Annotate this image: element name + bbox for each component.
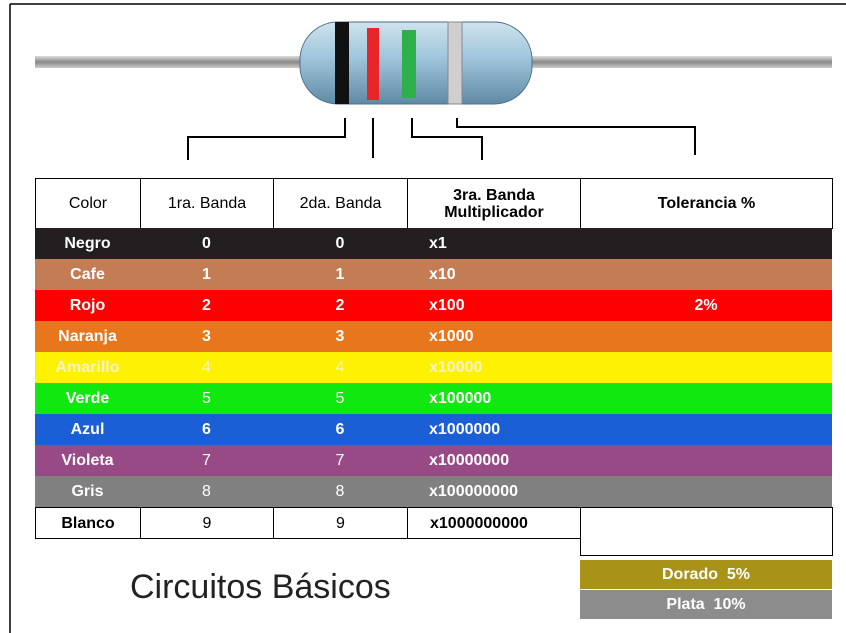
color-name: Rojo xyxy=(35,290,140,321)
multiplier: x1 xyxy=(407,228,580,259)
band-digit: 8 xyxy=(273,476,407,507)
color-name: Naranja xyxy=(35,321,140,352)
color-name: Blanco xyxy=(35,507,141,539)
band-digit: 3 xyxy=(140,321,273,352)
header-cell: 1ra. Banda xyxy=(140,178,274,229)
extra-tolerance: Dorado 5% xyxy=(580,560,832,589)
band-digit: 9 xyxy=(140,507,274,539)
multiplier: x1000000000 xyxy=(407,507,581,539)
band xyxy=(367,28,379,100)
band-digit: 5 xyxy=(140,383,273,414)
band-digit: 6 xyxy=(273,414,407,445)
band-digit: 5 xyxy=(273,383,407,414)
connector-lines xyxy=(187,118,696,160)
tolerance xyxy=(580,352,832,383)
multiplier: x1000000 xyxy=(407,414,580,445)
tolerance xyxy=(580,414,832,445)
band-digit: 2 xyxy=(273,290,407,321)
band-digit: 8 xyxy=(140,476,273,507)
tolerance: 2% xyxy=(580,290,832,321)
header-cell: Color xyxy=(35,178,141,229)
color-name: Amarillo xyxy=(35,352,140,383)
band-digit: 0 xyxy=(273,228,407,259)
header-cell: Tolerancia % xyxy=(580,178,833,229)
band xyxy=(447,21,463,105)
extra-tolerance: Plata 10% xyxy=(580,590,832,619)
multiplier: x100000000 xyxy=(407,476,580,507)
band-digit: 1 xyxy=(273,259,407,290)
color-name: Verde xyxy=(35,383,140,414)
tolerance xyxy=(580,476,832,507)
band-digit: 1 xyxy=(140,259,273,290)
band-digit: 2 xyxy=(140,290,273,321)
multiplier: x10000000 xyxy=(407,445,580,476)
tolerance xyxy=(580,507,833,556)
color-name: Negro xyxy=(35,228,140,259)
band xyxy=(402,30,416,98)
band-digit: 4 xyxy=(273,352,407,383)
band-digit: 0 xyxy=(140,228,273,259)
multiplier: x100 xyxy=(407,290,580,321)
color-name: Azul xyxy=(35,414,140,445)
band-digit: 4 xyxy=(140,352,273,383)
color-name: Violeta xyxy=(35,445,140,476)
color-name: Cafe xyxy=(35,259,140,290)
tolerance xyxy=(580,259,832,290)
tolerance xyxy=(580,383,832,414)
multiplier: x10 xyxy=(407,259,580,290)
tolerance xyxy=(580,321,832,352)
tolerance xyxy=(580,228,832,259)
color-name: Gris xyxy=(35,476,140,507)
footer-title: Circuitos Básicos xyxy=(130,568,391,606)
header-cell: 3ra. Banda Multiplicador xyxy=(407,178,581,229)
band-digit: 7 xyxy=(273,445,407,476)
multiplier: x10000 xyxy=(407,352,580,383)
band xyxy=(335,22,349,104)
band-digit: 6 xyxy=(140,414,273,445)
multiplier: x1000 xyxy=(407,321,580,352)
tolerance xyxy=(580,445,832,476)
band-digit: 9 xyxy=(273,507,408,539)
band-digit: 7 xyxy=(140,445,273,476)
multiplier: x100000 xyxy=(407,383,580,414)
band-digit: 3 xyxy=(273,321,407,352)
header-cell: 2da. Banda xyxy=(273,178,408,229)
